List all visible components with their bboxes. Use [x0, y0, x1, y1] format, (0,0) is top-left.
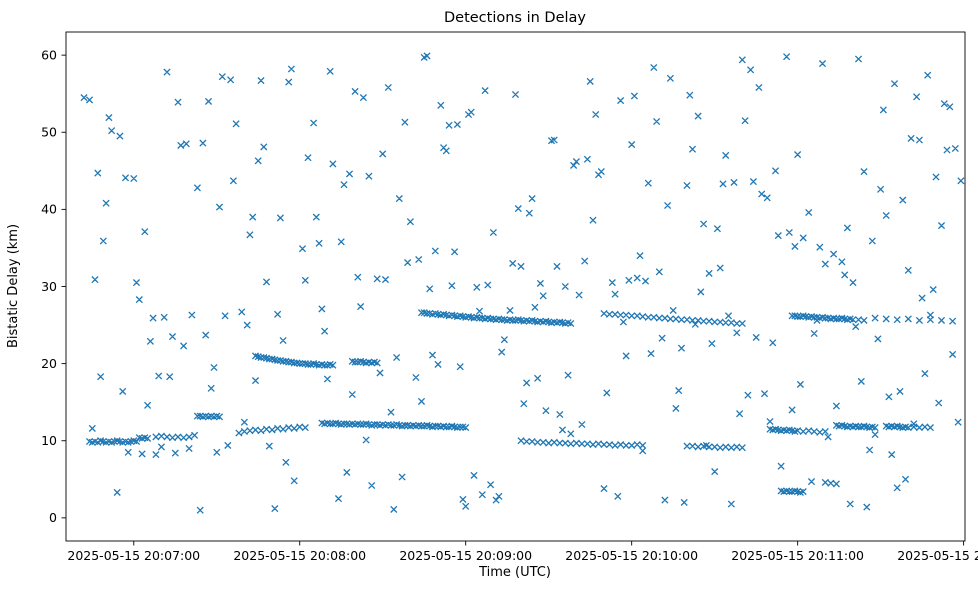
x-tick-label: 2025-05-15 20:10:00: [565, 548, 698, 563]
y-tick-label: 30: [41, 279, 57, 294]
y-axis-label: Bistatic Delay (km): [6, 224, 21, 348]
chart-title: Detections in Delay: [444, 10, 586, 26]
y-tick-label: 20: [41, 356, 57, 371]
y-tick-label: 0: [49, 510, 57, 525]
x-axis-label: Time (UTC): [478, 565, 551, 580]
x-tick-label: 2025-05-15 20:07:00: [67, 548, 200, 563]
y-tick-label: 50: [41, 125, 57, 140]
plot-border: [65, 31, 966, 542]
x-tick-label: 2025-05-15 20:12:00: [897, 548, 978, 563]
x-tick-label: 2025-05-15 20:11:00: [731, 548, 864, 563]
y-tick-label: 40: [41, 202, 57, 217]
x-tick-label: 2025-05-15 20:09:00: [399, 548, 532, 563]
y-tick-label: 60: [41, 47, 57, 62]
scatter-points: [80, 52, 965, 514]
x-tick-label: 2025-05-15 20:08:00: [233, 548, 366, 563]
y-tick-label: 10: [41, 433, 57, 448]
axis-ticks: 2025-05-15 20:07:00 2025-05-15 20:08:00 20…: [41, 47, 978, 563]
